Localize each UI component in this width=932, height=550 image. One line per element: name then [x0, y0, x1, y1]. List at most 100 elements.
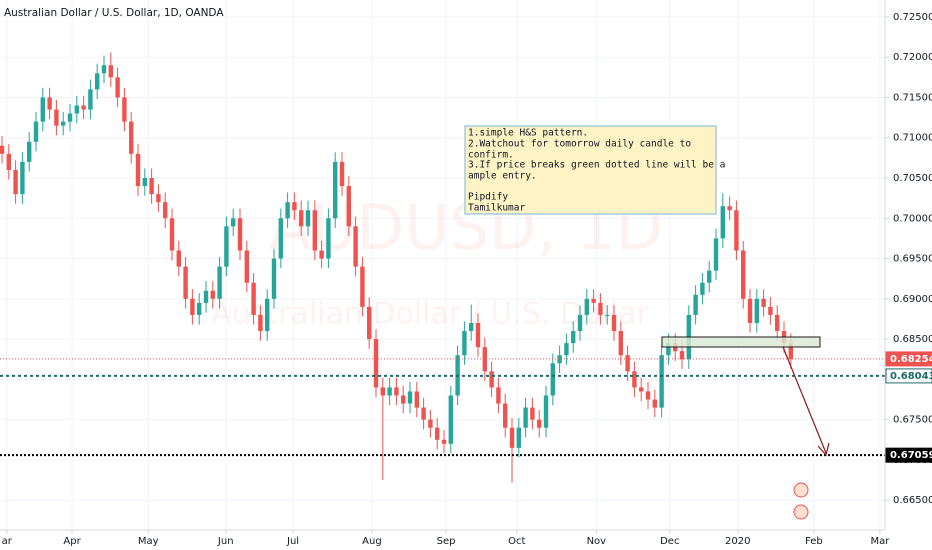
candle-body [659, 355, 664, 408]
candle-body [40, 97, 46, 122]
price-lines [0, 358, 885, 457]
candle-body [13, 169, 18, 195]
candle-body [469, 322, 474, 332]
candle-body [666, 343, 671, 356]
candle-body [591, 298, 596, 303]
candle-body [605, 314, 610, 316]
candle-body [543, 395, 549, 428]
candle-body [734, 210, 739, 251]
candle-body [115, 77, 120, 98]
note-line: ample entry. [468, 171, 537, 182]
note-line: confirm. [468, 150, 514, 161]
candle-body [639, 387, 644, 392]
y-tick-label: 0.72500 [893, 12, 932, 23]
x-tick-label: Nov [587, 536, 607, 547]
note-line: Tamilkumar [468, 203, 525, 214]
zone-box [661, 336, 821, 348]
candle-body [414, 391, 420, 408]
candle-body [367, 306, 372, 340]
candle-body [713, 238, 719, 271]
candle-body [401, 395, 406, 404]
candle-body [394, 387, 399, 396]
candle-body [428, 419, 433, 428]
x-tick-label: Jun [217, 536, 234, 547]
candle-body [312, 210, 318, 251]
candle-body [693, 294, 698, 315]
y-tick-label: 0.70000 [893, 213, 932, 224]
candle-body [197, 302, 202, 315]
candle-body [210, 290, 216, 299]
candle-body [20, 161, 25, 195]
x-tick-label: May [138, 536, 159, 547]
candle-body [224, 226, 229, 267]
candle-body [489, 371, 494, 388]
candle-body [645, 391, 651, 400]
candle-body [217, 266, 222, 299]
icon[interactable] [793, 504, 809, 520]
candle-body [47, 97, 52, 110]
y-tick-label: 0.69000 [893, 294, 932, 305]
x-tick-label: Feb [805, 536, 823, 547]
candle-body [407, 391, 413, 404]
note-line: 2.Watchout for tomorrow daily candle to [468, 139, 691, 150]
candle-body [203, 290, 209, 303]
candle-body [577, 314, 583, 332]
candle-body [496, 387, 501, 404]
candle-body [163, 202, 168, 219]
candle-body [251, 282, 256, 315]
candle-body [169, 218, 175, 251]
note-line: 1.simple H&S pattern. [468, 128, 588, 139]
candle-body [95, 73, 100, 90]
price-label: 0.68043 [890, 371, 932, 382]
candle-body [571, 331, 576, 344]
candle-body [33, 121, 39, 142]
grid [0, 0, 885, 530]
candle-body [516, 427, 522, 448]
candle-body [441, 439, 447, 444]
note-box [464, 125, 717, 215]
y-tick-label: 0.71500 [893, 92, 932, 103]
candle-body [727, 206, 732, 211]
candle-body [373, 339, 379, 388]
candle-body [142, 178, 148, 187]
candle-body [67, 113, 73, 122]
candle-body [6, 153, 11, 170]
x-tick-label: Dec [660, 536, 679, 547]
price-label: 0.68254 [890, 354, 932, 365]
candle-body [333, 161, 338, 219]
candle-body [360, 266, 365, 307]
candle-body [339, 161, 345, 187]
chart-title: Australian Dollar / U.S. Dollar, 1D, OAN… [4, 7, 224, 19]
x-tick-label: 2020 [725, 536, 750, 547]
candle-body [285, 202, 290, 219]
candle-body [129, 121, 134, 154]
candle-body [775, 314, 780, 332]
arrow-head [817, 442, 830, 457]
x-tick-label: Mar [870, 536, 890, 547]
candle-body [611, 314, 617, 332]
candle-body [258, 314, 263, 332]
candle-body [346, 186, 352, 227]
candle-body [421, 407, 426, 420]
candle-body [503, 403, 508, 428]
candle-body [509, 427, 515, 448]
y-tick-label: 0.71000 [893, 133, 932, 144]
candle-body [156, 194, 161, 203]
y-tick-label: 0.68500 [893, 334, 932, 345]
candle-body [387, 387, 392, 396]
candle-body [700, 282, 705, 295]
x-tick-label: ar [2, 536, 13, 547]
x-tick-label: Aug [362, 536, 382, 547]
icon[interactable] [793, 482, 809, 498]
candle-body [435, 427, 440, 440]
arrow-line [782, 346, 827, 454]
candle-body [54, 109, 59, 126]
candle-body [564, 343, 569, 356]
price-label-box [885, 351, 932, 367]
candle-body [754, 298, 760, 323]
candle-body [183, 266, 188, 299]
candle-body [292, 202, 297, 211]
candle-body [598, 302, 603, 315]
